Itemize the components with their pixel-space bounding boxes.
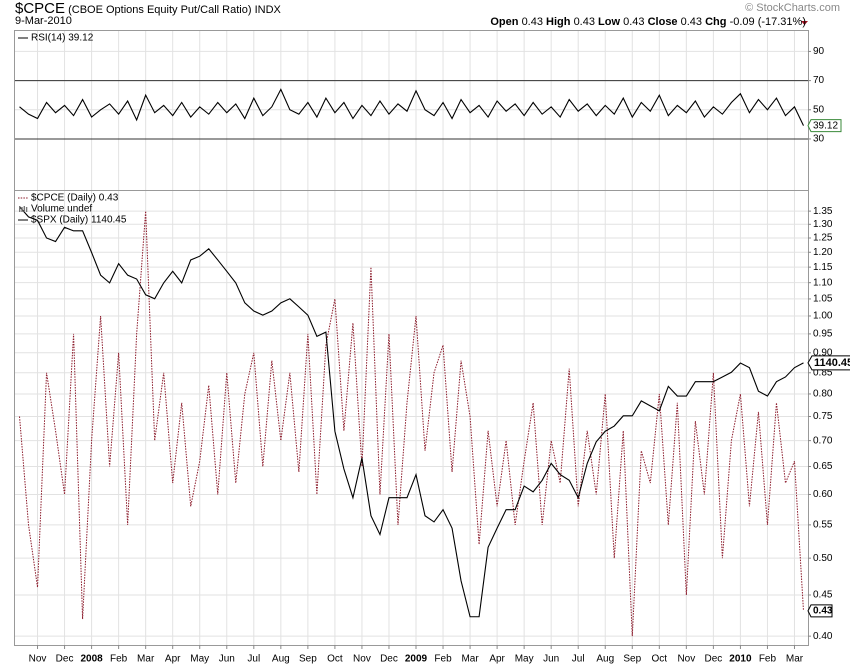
y-tick-label: 50 — [813, 104, 825, 115]
x-tick-label: Jun — [219, 654, 235, 665]
x-tick-label: Nov — [353, 654, 371, 665]
x-tick-label: Feb — [110, 654, 128, 665]
x-tick-label: 2010 — [729, 654, 752, 665]
y-tick-label: 1.35 — [813, 206, 833, 217]
series-line — [19, 206, 804, 618]
stat-value: -0.09 (-17.31%) — [729, 16, 806, 28]
stat-value: 0.43 — [623, 16, 645, 28]
value-box — [807, 119, 842, 133]
stat-label: Chg — [705, 16, 727, 28]
x-tick-label: Aug — [596, 654, 614, 665]
y-tick-label: 1.10 — [813, 277, 833, 288]
x-tick-label: Apr — [489, 654, 505, 665]
y-tick-label: 0.40 — [813, 631, 833, 642]
x-tick-label: Jul — [572, 654, 585, 665]
legend-label: Volume undef — [31, 204, 92, 215]
y-tick-label: 90 — [813, 46, 825, 57]
legend-icon — [19, 206, 21, 212]
y-tick-label: 1.20 — [813, 247, 833, 258]
x-tick-label: Aug — [272, 654, 290, 665]
x-tick-label: May — [515, 654, 534, 665]
y-tick-label: 1.30 — [813, 219, 833, 230]
legend-icon — [21, 207, 23, 212]
y-tick-label: 0.60 — [813, 489, 833, 500]
down-arrow — [801, 21, 808, 25]
x-tick-label: May — [190, 654, 209, 665]
x-tick-label: Feb — [759, 654, 777, 665]
y-tick-label: 0.65 — [813, 461, 833, 472]
y-tick-label: 0.70 — [813, 435, 833, 446]
plot-layer: 30 50 70 90 RSI(14) 39.12 39.12 0.40 0.45 0.50 0.… — [15, 31, 850, 665]
stat-value: 0.43 — [680, 16, 703, 28]
y-tick-label: 0.85 — [813, 367, 833, 378]
legend-icon — [23, 206, 25, 212]
watermark: © StockCharts.com — [745, 2, 840, 14]
x-tick-label: Dec — [704, 654, 722, 665]
x-tick-label: Sep — [299, 654, 317, 665]
exchange: INDX — [254, 4, 281, 16]
y-tick-label: 0.75 — [813, 411, 833, 422]
x-tick-label: Dec — [56, 654, 74, 665]
x-tick-label: Mar — [786, 654, 804, 665]
symbol: $CPCE — [15, 0, 66, 17]
x-tick-label: Nov — [677, 654, 695, 665]
y-tick-label: 1.15 — [813, 262, 833, 273]
y-tick-label: 1.00 — [813, 311, 833, 322]
x-tick-label: Jun — [543, 654, 559, 665]
x-tick-label: Nov — [29, 654, 47, 665]
date: 9-Mar-2010 — [15, 15, 72, 27]
stat-value: 0.43 — [521, 16, 543, 28]
value-label: 1140.45 — [814, 357, 850, 369]
x-tick-label: 2009 — [405, 654, 428, 665]
x-tick-label: Feb — [434, 654, 452, 665]
stat-label: Low — [598, 16, 621, 28]
y-tick-label: 1.05 — [813, 294, 833, 305]
value-box — [807, 355, 850, 371]
y-tick-label: 30 — [813, 134, 825, 145]
y-tick-label: 0.95 — [813, 329, 833, 340]
value-label: 0.43 — [813, 606, 833, 617]
series-line — [19, 88, 804, 126]
value-box — [807, 604, 833, 618]
legend-icon — [25, 207, 28, 212]
value-label: 39.12 — [813, 120, 838, 131]
stat-label: Open — [490, 16, 519, 28]
x-tick-label: Apr — [165, 654, 181, 665]
x-tick-label: Jul — [247, 654, 260, 665]
legend-label: $SPX (Daily) 1140.45 — [31, 215, 127, 226]
security-name: (CBOE Options Equity Put/Call Ratio) — [68, 4, 252, 16]
stat-label: Close — [647, 16, 678, 28]
stats-row: Open 0.43 High 0.43 Low 0.43 Close 0.43 … — [490, 16, 806, 28]
series-line — [19, 211, 804, 637]
x-tick-label: Oct — [652, 654, 668, 665]
y-tick-label: 0.55 — [813, 520, 833, 531]
x-tick-label: Mar — [461, 654, 479, 665]
y-tick-label: 0.50 — [813, 553, 833, 564]
y-tick-label: 0.80 — [813, 389, 833, 400]
y-tick-label: 0.45 — [813, 590, 833, 601]
stat-label: High — [546, 16, 571, 28]
x-tick-label: 2008 — [80, 654, 103, 665]
stat-value: 0.43 — [573, 16, 595, 28]
frame — [14, 30, 809, 646]
y-tick-label: 0.90 — [813, 347, 833, 358]
x-tick-label: Mar — [137, 654, 155, 665]
legend-label: RSI(14) 39.12 — [31, 33, 94, 44]
x-tick-label: Sep — [623, 654, 641, 665]
x-tick-label: Oct — [327, 654, 343, 665]
legend-label: $CPCE (Daily) 0.43 — [31, 193, 119, 204]
y-tick-label: 70 — [813, 75, 825, 86]
x-tick-label: Dec — [380, 654, 398, 665]
y-tick-label: 1.25 — [813, 233, 833, 244]
title-row: $CPCE (CBOE Options Equity Put/Call Rati… — [15, 0, 281, 17]
